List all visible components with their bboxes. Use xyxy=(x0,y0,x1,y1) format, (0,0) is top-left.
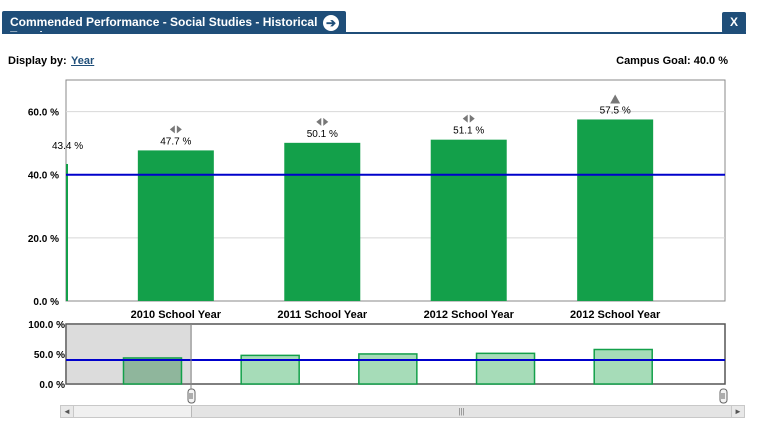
bar xyxy=(284,142,361,301)
left-edge-value-label: 43.4 % xyxy=(52,141,83,152)
scroll-left-arrow-icon[interactable]: ◄ xyxy=(61,406,74,417)
bar xyxy=(577,119,654,301)
horizontal-scrollbar[interactable]: ◄ ||| ► xyxy=(60,405,745,418)
scrollbar-thumb[interactable]: ||| xyxy=(191,406,732,417)
trend-neutral-icon xyxy=(316,117,329,126)
panel-title: Commended Performance - Social Studies -… xyxy=(2,11,346,43)
scroll-right-arrow-icon[interactable]: ► xyxy=(731,406,744,417)
navigate-arrow-icon[interactable]: ➔ xyxy=(323,15,339,31)
y-tick-label: 0.0 % xyxy=(33,297,59,308)
navigator-y-tick-label: 50.0 % xyxy=(34,350,65,361)
x-category-label: 2012 School Year xyxy=(424,309,515,321)
x-category-label: 2011 School Year xyxy=(277,309,367,321)
bar-value-label: 57.5 % xyxy=(600,105,631,116)
y-tick-label: 40.0 % xyxy=(28,171,59,182)
bar-value-label: 47.7 % xyxy=(160,136,191,147)
y-tick-label: 20.0 % xyxy=(28,234,59,245)
bar xyxy=(430,139,507,301)
navigator-y-tick-label: 0.0 % xyxy=(39,380,65,391)
trend-up-icon xyxy=(610,94,621,104)
left-edge-bar xyxy=(66,163,68,301)
title-divider xyxy=(2,32,746,34)
navigator-y-tick-label: 100.0 % xyxy=(28,320,65,331)
display-by-label: Display by: xyxy=(8,55,67,67)
x-category-label: 2010 School Year xyxy=(131,309,222,321)
display-by-year-link[interactable]: Year xyxy=(71,55,95,67)
trend-neutral-icon xyxy=(169,125,182,134)
bar-value-label: 51.1 % xyxy=(453,126,484,137)
navigator-bar xyxy=(475,352,536,385)
navigator-bar xyxy=(358,353,418,385)
navigator-bar xyxy=(122,357,183,385)
bar xyxy=(137,150,214,301)
close-button[interactable]: X xyxy=(722,12,746,33)
navigator-bar xyxy=(593,348,653,385)
y-tick-label: 60.0 % xyxy=(28,108,59,119)
campus-goal-label: Campus Goal: 40.0 % xyxy=(616,55,728,67)
bar-value-label: 50.1 % xyxy=(307,129,338,140)
trend-neutral-icon xyxy=(462,114,475,123)
x-category-label: 2012 School Year xyxy=(570,309,661,321)
